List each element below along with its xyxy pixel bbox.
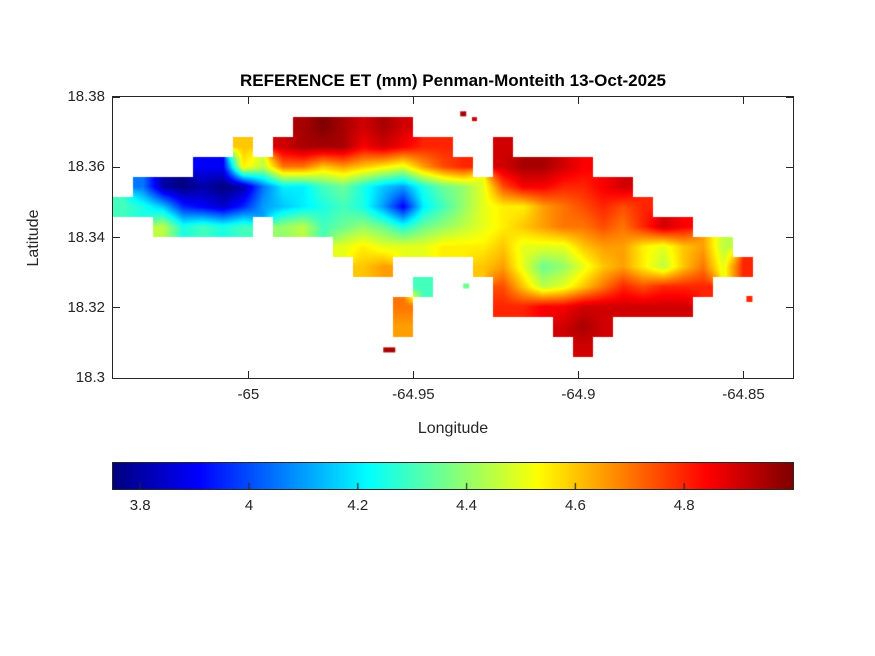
- y-tick-mark: [113, 307, 120, 309]
- colorbar-tick-label: 4.6: [564, 497, 586, 514]
- y-tick-mark: [113, 377, 120, 379]
- colorbar-gradient-canvas: [113, 463, 793, 489]
- colorbar-tick-label: 4.2: [347, 497, 369, 514]
- colorbar-tick-label: 4: [244, 497, 254, 514]
- x-tick-mark: [412, 97, 414, 104]
- y-tick-mark: [113, 96, 120, 98]
- y-tick-mark: [786, 377, 793, 379]
- y-tick-mark: [786, 96, 793, 98]
- plot-area: [112, 96, 794, 379]
- x-tick-label: -64.9: [561, 386, 596, 403]
- x-tick-mark: [412, 371, 414, 378]
- x-tick-mark: [577, 97, 579, 104]
- y-tick-label: 18.32: [67, 298, 105, 316]
- colorbar-tick-label: 4.8: [673, 497, 695, 514]
- chart-title: REFERENCE ET (mm) Penman-Monteith 13-Oct…: [239, 71, 666, 90]
- y-tick-mark: [786, 166, 793, 168]
- contour-map-canvas: [113, 97, 793, 378]
- x-tick-mark: [577, 371, 579, 378]
- y-tick-mark: [786, 307, 793, 309]
- x-tick-label: -64.95: [392, 386, 435, 403]
- x-tick-label: -65: [237, 386, 260, 403]
- y-tick-label: 18.3: [75, 369, 105, 386]
- colorbar: [112, 462, 794, 490]
- x-tick-mark: [742, 97, 744, 104]
- y-tick-mark: [113, 166, 120, 168]
- x-axis-label: Longitude: [417, 420, 489, 437]
- y-tick-label: 18.38: [67, 88, 105, 105]
- y-tick-mark: [786, 237, 793, 238]
- colorbar-tick-label: 3.8: [129, 497, 151, 514]
- y-tick-label: 18.36: [67, 158, 105, 176]
- colorbar-tick-label: 4.4: [456, 497, 478, 514]
- x-tick-mark: [742, 371, 744, 378]
- x-tick-mark: [247, 97, 249, 104]
- y-axis-label-text: Latitude: [25, 209, 42, 267]
- y-tick-label: 18.34: [67, 228, 105, 246]
- x-tick-label: -64.85: [722, 386, 765, 403]
- y-tick-mark: [113, 237, 120, 238]
- x-tick-mark: [247, 371, 249, 378]
